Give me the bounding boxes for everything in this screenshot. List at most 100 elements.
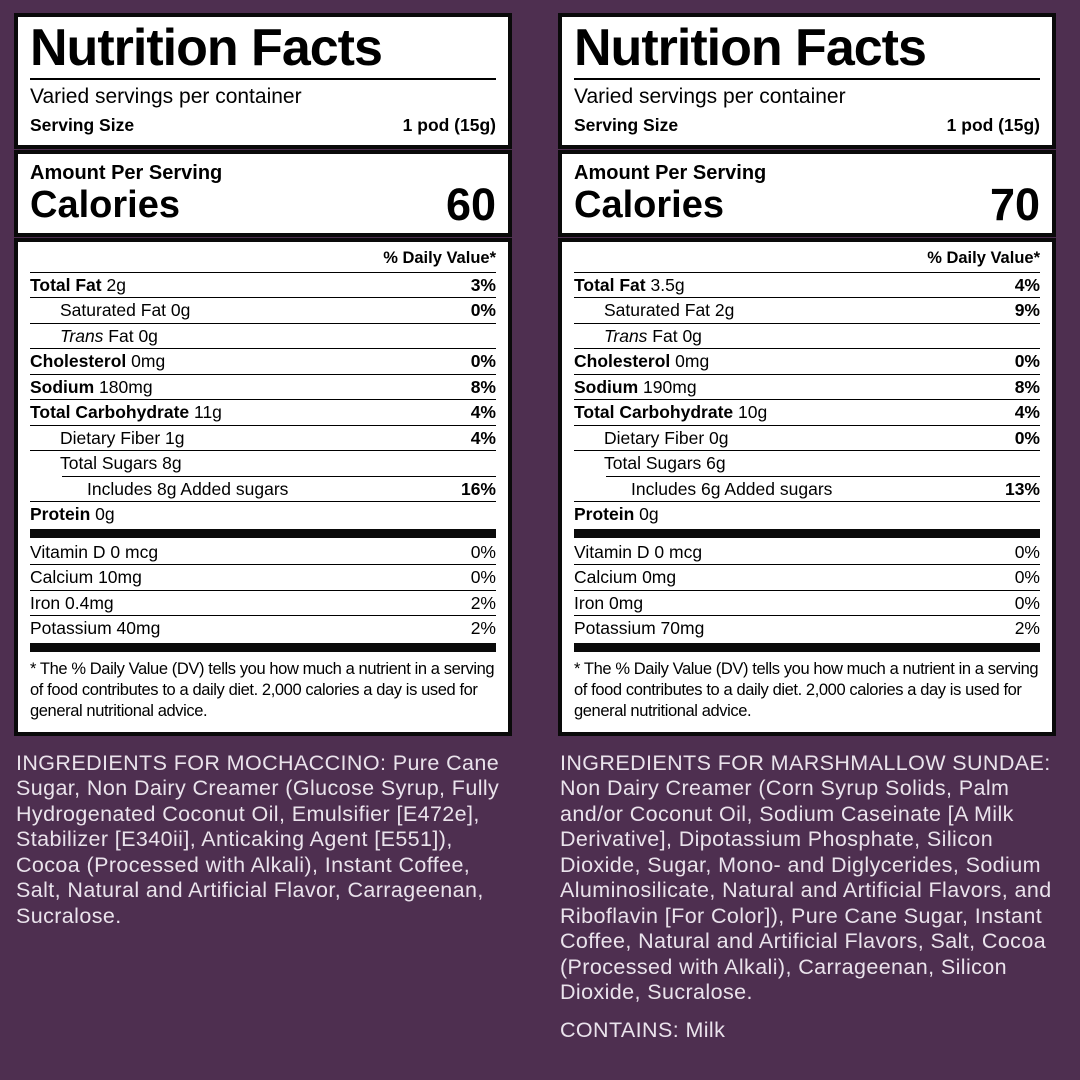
nutrient-row: Total Sugars 8g [30, 451, 496, 476]
nutrient-rows: Total Fat 2g 3% Saturated Fat 0g 0% Trans Fa… [30, 273, 496, 527]
nutrient-name: Includes 8g Added sugars [87, 478, 289, 499]
hairline [30, 322, 496, 324]
nutrient-row: Total Sugars 6g [574, 451, 1040, 476]
nutrient-daily-value: 0% [1014, 427, 1040, 448]
hairline [30, 348, 496, 350]
nutrient-row: Dietary Fiber 1g 4% [30, 426, 496, 451]
nutrient-daily-value: 13% [1004, 478, 1040, 499]
hairline [30, 424, 496, 426]
label-column-mochaccino: Nutrition Facts Varied servings per cont… [14, 13, 512, 1043]
calories-value: 70 [989, 179, 1040, 231]
nutrient-name: Dietary Fiber 0g [604, 427, 729, 448]
hairline [606, 475, 1040, 477]
label-header-box: Nutrition Facts Varied servings per cont… [558, 13, 1056, 150]
hairline [30, 564, 496, 566]
nutrient-table-box: % Daily Value* Total Fat 3.5g 4% Saturated… [558, 237, 1056, 736]
nutrient-row: Calcium 0mg 0% [574, 565, 1040, 590]
nutrition-facts-title: Nutrition Facts [574, 21, 1040, 81]
nutrient-daily-value: 2% [470, 592, 496, 613]
nutrition-label: Nutrition Facts Varied servings per cont… [558, 13, 1056, 736]
nutrient-name: Sodium 180mg [30, 376, 153, 397]
nutrient-name: Iron 0mg [574, 592, 644, 613]
nutrient-name: Trans Fat 0g [604, 325, 702, 346]
nutrient-name: Iron 0.4mg [30, 592, 114, 613]
serving-size-value: 1 pod (15g) [402, 115, 496, 136]
calories-value: 60 [445, 179, 496, 231]
hairline [574, 501, 1040, 503]
footnote: * The % Daily Value (DV) tells you how m… [574, 659, 1039, 721]
nutrient-daily-value: 2% [1014, 618, 1040, 639]
nutrient-name: Total Carbohydrate 10g [574, 402, 768, 423]
calories-label: Calories [574, 183, 724, 226]
nutrient-daily-value: 4% [1014, 274, 1040, 295]
nutrient-row: Sodium 180mg 8% [30, 375, 496, 400]
contains-text: CONTAINS: Milk [560, 1017, 726, 1042]
nutrient-daily-value: 0% [470, 351, 496, 372]
calories-row: Calories 70 [574, 179, 1040, 231]
nutrient-row: Saturated Fat 0g 0% [30, 298, 496, 323]
ingredients-text: INGREDIENTS FOR MOCHACCINO: Pure Cane Su… [16, 750, 500, 928]
nutrient-name: Total Carbohydrate 11g [30, 402, 222, 423]
nutrient-daily-value: 8% [1014, 376, 1040, 397]
nutrient-daily-value: 0% [1014, 592, 1040, 613]
nutrient-row: Calcium 10mg 0% [30, 565, 496, 590]
hairline [574, 564, 1040, 566]
nutrient-row: Total Fat 2g 3% [30, 273, 496, 298]
nutrient-name: Total Sugars 8g [60, 453, 182, 474]
nutrient-row: Iron 0.4mg 2% [30, 591, 496, 616]
nutrient-daily-value: 0% [470, 567, 496, 588]
nutrient-name: Calcium 0mg [574, 567, 677, 588]
hairline [574, 399, 1040, 401]
separator-bar [30, 642, 496, 652]
hairline [574, 322, 1040, 324]
nutrient-name: Vitamin D 0 mcg [574, 541, 703, 562]
amount-per-serving: Amount Per Serving [574, 162, 767, 185]
nutrient-row: Total Carbohydrate 11g 4% [30, 400, 496, 425]
nutrient-name: Saturated Fat 0g [60, 300, 191, 321]
nutrient-name: Sodium 190mg [574, 376, 697, 397]
nutrient-daily-value: 4% [1014, 402, 1040, 423]
serving-size-row: Serving Size 1 pod (15g) [30, 112, 496, 140]
vitamin-rows: Vitamin D 0 mcg 0% Calcium 10mg 0% Iron 0.4m… [30, 540, 496, 641]
nutrient-name: Calcium 10mg [30, 567, 142, 588]
nutrient-daily-value: 9% [1014, 300, 1040, 321]
hairline [574, 373, 1040, 375]
nutrient-daily-value: 0% [470, 300, 496, 321]
nutrient-name: Potassium 70mg [574, 618, 705, 639]
hairline [30, 589, 496, 591]
nutrient-row: Protein 0g [30, 502, 496, 527]
nutrient-daily-value: 16% [460, 478, 496, 499]
nutrient-name: Total Fat 3.5g [574, 274, 685, 295]
nutrient-row: Iron 0mg 0% [574, 591, 1040, 616]
nutrient-row: Cholesterol 0mg 0% [30, 349, 496, 374]
hairline [30, 615, 496, 617]
nutrient-row: Sodium 190mg 8% [574, 375, 1040, 400]
vitamin-rows: Vitamin D 0 mcg 0% Calcium 0mg 0% Iron 0mg 0%… [574, 540, 1040, 641]
nutrient-name: Protein 0g [574, 504, 659, 525]
hairline [574, 297, 1040, 299]
nutrient-daily-value: 8% [470, 376, 496, 397]
nutrient-row: Potassium 70mg 2% [574, 616, 1040, 641]
nutrient-name: Cholesterol 0mg [574, 351, 710, 372]
nutrient-daily-value: 0% [1014, 567, 1040, 588]
nutrient-row: Dietary Fiber 0g 0% [574, 426, 1040, 451]
hairline [574, 589, 1040, 591]
nutrient-daily-value: 3% [470, 274, 496, 295]
serving-size-row: Serving Size 1 pod (15g) [574, 112, 1040, 140]
separator-bar [574, 642, 1040, 652]
servings-per-container: Varied servings per container [574, 85, 846, 109]
nutrient-name: Cholesterol 0mg [30, 351, 166, 372]
separator-bar [574, 528, 1040, 538]
hairline [574, 348, 1040, 350]
serving-size-label: Serving Size [574, 115, 679, 136]
nutrient-name: Saturated Fat 2g [604, 300, 735, 321]
label-header-box: Nutrition Facts Varied servings per cont… [14, 13, 512, 150]
nutrient-table-box: % Daily Value* Total Fat 2g 3% Saturated F… [14, 237, 512, 736]
label-column-marshmallow-sundae: Nutrition Facts Varied servings per cont… [558, 13, 1056, 1043]
nutrient-daily-value: 0% [1014, 351, 1040, 372]
nutrient-row: Trans Fat 0g [574, 324, 1040, 349]
nutrient-row: Total Fat 3.5g 4% [574, 273, 1040, 298]
nutrient-row: Vitamin D 0 mcg 0% [30, 540, 496, 565]
nutrient-row: Cholesterol 0mg 0% [574, 349, 1040, 374]
nutrient-row: Includes 8g Added sugars 16% [30, 477, 496, 502]
